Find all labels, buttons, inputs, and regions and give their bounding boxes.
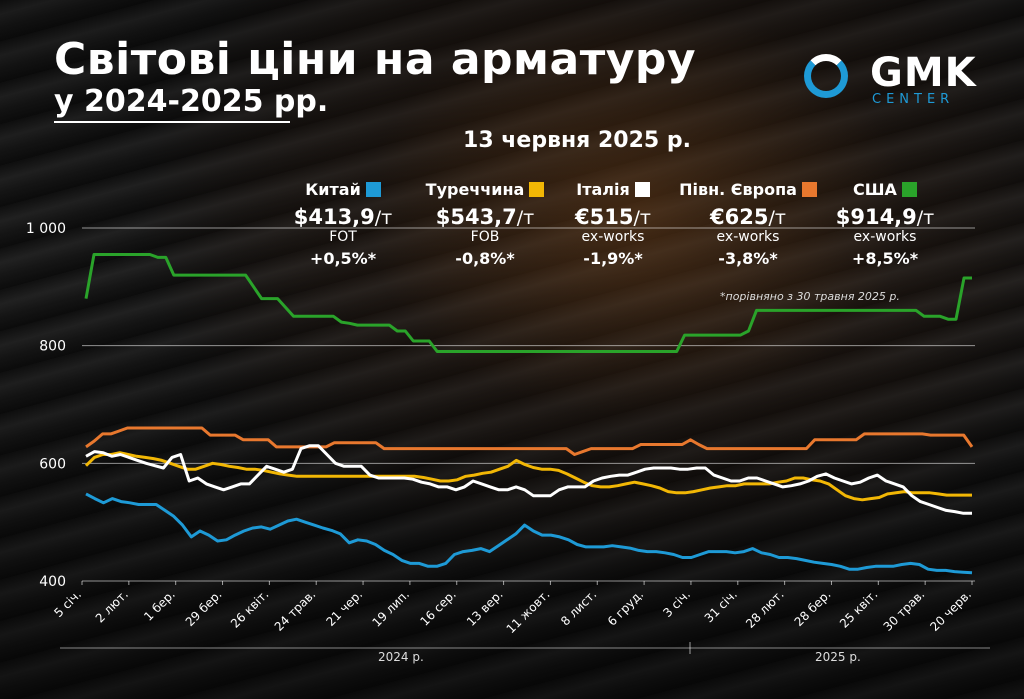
x-tick-label: 30 трав. [881, 587, 928, 634]
legend-swatch [901, 182, 917, 197]
legend-currency: $ [835, 205, 851, 229]
gmk-center-logo: GMK CENTER [800, 50, 980, 110]
x-tick-label: 5 січ. [51, 587, 84, 620]
legend-name: Італія [576, 180, 630, 199]
legend-unit: /т [633, 207, 651, 229]
series-line [84, 451, 972, 502]
x-tick-label: 26 квіт. [228, 587, 272, 631]
legend-currency: € [710, 205, 725, 229]
legend-change: -3,8%* [718, 249, 778, 268]
x-tick-label: 16 сер. [417, 587, 458, 628]
x-tick-label: 6 груд. [605, 587, 646, 628]
series-line [84, 253, 972, 353]
legend-swatch [801, 182, 817, 197]
legend-price-value: 625 [724, 205, 769, 229]
legend-price: $914,9/т [810, 205, 960, 229]
subtitle-underline [54, 121, 290, 123]
legend-item-turkey: Туреччина $543,7/т FOB -0,8%* [410, 180, 560, 268]
legend-basis: ex-works [581, 229, 645, 245]
x-tick-label: 2 лют. [93, 587, 131, 625]
x-tick-label: 13 вер. [464, 587, 506, 629]
x-tick-label: 20 черв. [927, 587, 974, 634]
legend-item-china: Китай $413,9/т FOT +0,5%* [268, 180, 418, 268]
legend-change: -1,9%* [583, 249, 643, 268]
legend-name: США [853, 180, 897, 199]
legend-currency: $ [293, 205, 309, 229]
x-tick-label: 11 жовт. [504, 587, 553, 636]
legend-swatch [529, 182, 545, 197]
legend-name: Півн. Європа [679, 180, 797, 199]
legend-basis: FOT [329, 229, 357, 245]
legend-unit: /т [374, 207, 393, 229]
x-tick-label: 28 бер. [792, 587, 834, 629]
legend-change: +0,5%* [309, 249, 377, 268]
legend-swatch [365, 182, 381, 197]
legend-item-italy: Італія €515/т ex-works -1,9%* [538, 180, 688, 268]
x-tick-label: 21 чер. [323, 587, 365, 629]
legend-price-value: 914,9 [850, 205, 917, 229]
legend-item-usa: США $914,9/т ex-works +8,5%* [810, 180, 960, 268]
logo-text-main: GMK [870, 50, 977, 96]
legend-unit: /т [516, 207, 535, 229]
series-line [85, 426, 974, 456]
x-tick-label: 28 лют. [743, 587, 787, 631]
logo-ring-icon [804, 54, 848, 98]
chart-subtitle: у 2024-2025 рр. [54, 84, 329, 119]
legend-price: €625/т [673, 205, 823, 229]
legend-item-north-europe: Півн. Європа €625/т ex-works -3,8%* [673, 180, 823, 268]
legend-unit: /т [768, 207, 786, 229]
x-tick-label: 29 бер. [183, 587, 225, 629]
legend-change: -0,8%* [455, 249, 515, 268]
y-tick-label: 1 000 [26, 221, 66, 237]
legend-name: Туреччина [425, 180, 525, 199]
legend-price-value: 543,7 [450, 205, 517, 229]
x-tick-label: 3 січ. [660, 587, 693, 620]
legend-change: +8,5%* [851, 249, 919, 268]
legend-price: $543,7/т [410, 205, 560, 229]
x-tick-label: 24 трав. [272, 587, 319, 634]
x-tick-label: 1 бер. [141, 587, 178, 624]
y-tick-label: 600 [39, 456, 66, 472]
comparison-footnote: *порівняно з 30 травня 2025 р. [720, 290, 900, 303]
y-tick-label: 400 [39, 574, 66, 590]
chart-title: Світові ціни на арматуру [54, 34, 697, 85]
legend-unit: /т [916, 207, 935, 229]
legend-currency: € [575, 205, 590, 229]
legend-swatch [634, 182, 650, 197]
legend-name: Китай [305, 180, 361, 199]
year-label-2024: 2024 р. [378, 650, 424, 664]
legend-price: €515/т [538, 205, 688, 229]
series-line [85, 444, 972, 515]
logo-text-sub: CENTER [872, 92, 955, 107]
x-tick-label: 25 квіт. [837, 587, 881, 631]
legend-basis: ex-works [853, 229, 917, 245]
year-label-2025: 2025 р. [815, 650, 861, 664]
legend-price-value: 515 [589, 205, 634, 229]
legend-price-value: 413,9 [308, 205, 375, 229]
legend-currency: $ [435, 205, 451, 229]
series-line [85, 492, 973, 575]
report-date: 13 червня 2025 р. [463, 128, 691, 153]
legend-price: $413,9/т [268, 205, 418, 229]
legend-basis: FOB [470, 229, 500, 245]
legend-basis: ex-works [716, 229, 780, 245]
y-tick-label: 800 [39, 339, 66, 355]
x-tick-label: 8 лист. [558, 587, 599, 628]
x-tick-label: 19 лип. [369, 587, 412, 630]
x-tick-label: 31 січ. [702, 587, 740, 625]
